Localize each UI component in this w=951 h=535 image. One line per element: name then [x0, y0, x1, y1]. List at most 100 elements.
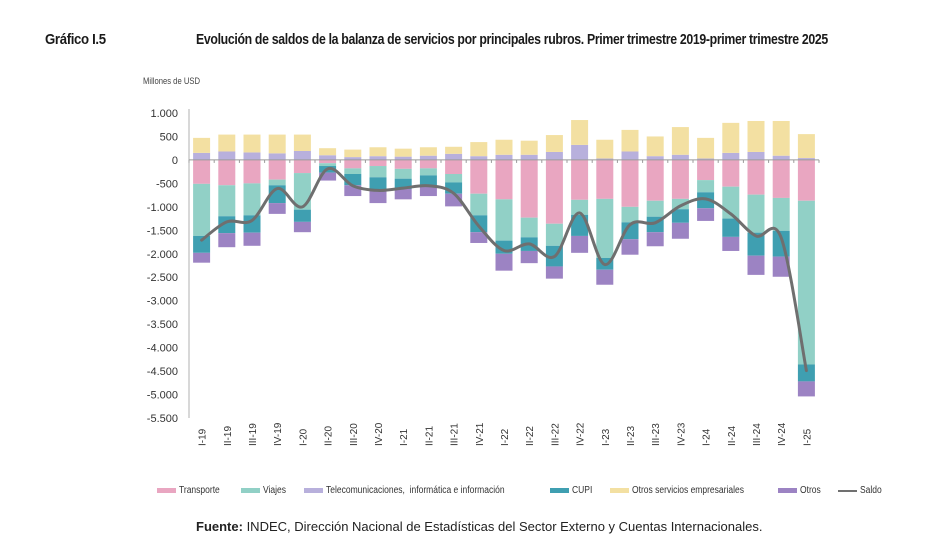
bar-segment-cupi [193, 235, 211, 253]
x-tick-label: IV-24 [777, 422, 788, 446]
bar-segment-cupi [369, 177, 387, 190]
x-tick-label: II-21 [424, 426, 435, 446]
bar-segment-viajes [747, 194, 765, 233]
bar-segment-cupi [293, 209, 311, 222]
bar-segment-cupi [797, 364, 815, 382]
bar-segment-telecomunicaciones-inform-tica-e-informaci-n [293, 151, 311, 160]
bar-segment-otros-servicios-empresariales [218, 134, 236, 152]
bar-segment-otros-servicios-empresariales [671, 127, 689, 155]
bar-segment-otros [671, 222, 689, 239]
x-tick-label: I-19 [198, 428, 209, 446]
bar-segment-viajes [596, 198, 614, 258]
legend-swatch [157, 488, 176, 493]
bar-segment-otros [797, 381, 815, 397]
legend-swatch [777, 488, 797, 493]
chart-canvas: 1.000 500 0 -500 -1.000 -1.500 -2.000 -2.500 -3.… [147, 108, 820, 446]
bar-segment-viajes [621, 206, 639, 223]
bar-segment-otros-servicios-empresariales [797, 134, 815, 159]
bar-segment-transporte [772, 159, 790, 198]
bar-segment-telecomunicaciones-inform-tica-e-informaci-n [319, 155, 337, 160]
bar-segment-transporte [293, 159, 311, 174]
bar-segment-viajes [268, 179, 286, 186]
legend-item-telecom: Telecomunicaciones, informática e inform… [304, 485, 536, 496]
x-tick-label: I-21 [399, 428, 410, 446]
y-tick-label: -5.000 [147, 390, 178, 402]
y-tick-label: -500 [156, 178, 178, 190]
bar-segment-telecomunicaciones-inform-tica-e-informaci-n [772, 155, 790, 160]
bar-segment-otros-servicios-empresariales [772, 120, 790, 156]
legend-item-saldo: Saldo [838, 485, 886, 496]
bar-segment-viajes [646, 200, 664, 217]
y-tick-label: 1.000 [150, 108, 178, 120]
bar-segment-viajes [571, 199, 589, 215]
bar-segment-transporte [797, 159, 815, 201]
bar-segment-transporte [268, 159, 286, 180]
bar-segment-viajes [697, 180, 715, 193]
x-tick-label: III-21 [450, 423, 461, 446]
bar-segment-transporte [621, 159, 639, 207]
bar-segment-telecomunicaciones-inform-tica-e-informaci-n [520, 154, 538, 160]
bar-segment-transporte [218, 159, 236, 186]
bar-segment-viajes [470, 193, 488, 216]
legend-swatch [240, 488, 260, 493]
figure-number: Gráfico I.5 [45, 31, 106, 48]
bar-segment-transporte [646, 159, 664, 201]
bar-segment-telecomunicaciones-inform-tica-e-informaci-n [747, 151, 765, 160]
x-tick-label: I-20 [298, 428, 309, 446]
bar-segment-otros [218, 233, 236, 248]
y-tick-label: -3.500 [147, 319, 178, 331]
bar-segment-cupi [243, 215, 261, 233]
bar-segment-transporte [445, 159, 463, 174]
bar-segment-transporte [671, 159, 689, 199]
bar-segment-transporte [394, 159, 412, 169]
bar-segment-viajes [319, 163, 337, 167]
bar-segment-viajes [344, 168, 362, 174]
bar-segment-transporte [319, 159, 337, 164]
bar-segment-viajes [218, 185, 236, 217]
bar-segment-otros [470, 232, 488, 243]
bar-segment-viajes [419, 168, 437, 176]
x-tick-label: I-22 [500, 428, 511, 446]
bar-segment-telecomunicaciones-inform-tica-e-informaci-n [369, 156, 387, 160]
source-note: Fuente: INDEC, Dirección Nacional de Est… [196, 519, 762, 534]
bar-segment-otros-servicios-empresariales [520, 140, 538, 155]
legend-swatch [550, 488, 570, 493]
bar-segment-viajes [243, 183, 261, 216]
bar-segment-otros-servicios-empresariales [243, 134, 261, 153]
x-tick-label: IV-19 [273, 422, 284, 446]
legend: Transporte Viajes Telecomunicaciones, in… [157, 485, 900, 496]
bar-segment-cupi [445, 182, 463, 194]
legend-item-otros-servicios: Otros servicios empresariales [610, 485, 764, 496]
x-tick-label: I-23 [601, 428, 612, 446]
bar-segment-telecomunicaciones-inform-tica-e-informaci-n [344, 157, 362, 160]
bar-segment-otros [722, 236, 740, 251]
bar-segment-otros [772, 256, 790, 277]
bar-segment-transporte [470, 159, 488, 194]
source-label: Fuente: [196, 519, 243, 534]
x-tick-label: III-24 [752, 423, 763, 446]
legend-item-transporte: Transporte [157, 485, 227, 496]
legend-item-otros: Otros [777, 485, 824, 496]
bar-segment-viajes [445, 174, 463, 183]
bar-segment-otros [520, 250, 538, 264]
y-axis-unit-label: Millones de USD [143, 76, 200, 86]
bar-segment-transporte [495, 159, 513, 200]
bar-segment-viajes [797, 200, 815, 365]
bar-segment-otros [268, 203, 286, 214]
bar-segment-otros [419, 185, 437, 197]
bar-segment-otros [243, 232, 261, 246]
bar-segment-cupi [671, 209, 689, 223]
bar-segment-otros [596, 269, 614, 285]
bar-segment-transporte [520, 159, 538, 218]
bar-segment-otros-servicios-empresariales [445, 146, 463, 154]
bar-segment-telecomunicaciones-inform-tica-e-informaci-n [445, 153, 463, 160]
bar-segment-otros-servicios-empresariales [293, 134, 311, 152]
x-tick-label: II-22 [525, 426, 536, 446]
y-tick-label: -2.000 [147, 249, 178, 261]
bar-segment-transporte [596, 159, 614, 199]
bar-segment-otros [344, 185, 362, 197]
legend-line-swatch [838, 489, 858, 492]
x-tick-label: I-25 [802, 428, 813, 446]
y-tick-label: -4.500 [147, 366, 178, 378]
bar-segment-otros-servicios-empresariales [621, 129, 639, 152]
